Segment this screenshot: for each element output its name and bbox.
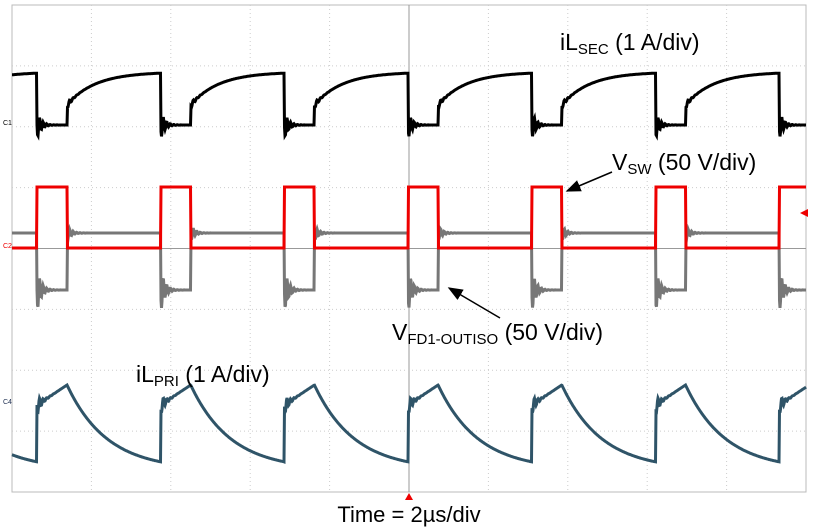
trace-label: iLSEC (1 A/div) <box>560 29 700 58</box>
timebase: Time = 2µs/div <box>337 502 480 527</box>
waveform <box>12 71 806 141</box>
trace-label: iLPRI (1 A/div) <box>136 361 270 390</box>
channel-marker: C4 <box>3 399 12 406</box>
arrow <box>447 287 501 319</box>
waveforms <box>11 71 807 465</box>
channel-marker: C1 <box>3 120 12 127</box>
trigger-position <box>405 493 413 500</box>
trace-label: VFD1-OUTISO (50 V/div) <box>392 319 603 348</box>
waveform <box>12 223 806 309</box>
waveform <box>12 185 806 250</box>
channel-marker: C2 <box>3 243 12 250</box>
waveform <box>11 382 807 465</box>
arrow <box>565 171 613 192</box>
trigger-level <box>800 209 808 217</box>
trace-label: VSW (50 V/div) <box>612 149 756 178</box>
